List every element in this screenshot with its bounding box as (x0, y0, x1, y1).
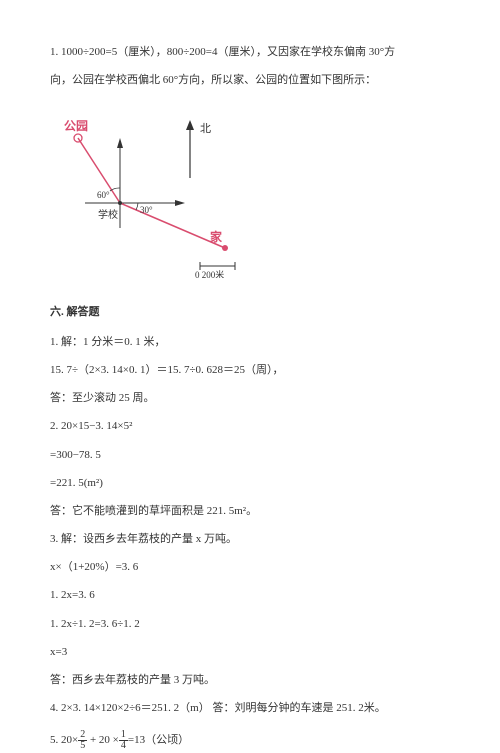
q1-line2: 15. 7÷（2×3. 14×0. 1）＝15. 7÷0. 628＝25（周）， (50, 358, 450, 382)
frac2-num: 1 (119, 730, 128, 741)
home-label: 家 (210, 229, 223, 244)
school-marker (118, 201, 122, 205)
angle30-label: 30° (140, 205, 153, 215)
q5-line: 5. 20×25 + 20 ×14=13（公顷） (50, 728, 450, 752)
q3-line6: 答：西乡去年荔枝的产量 3 万吨。 (50, 668, 450, 692)
q2-line1: 2. 20×15−3. 14×5² (50, 414, 450, 438)
frac1-den: 5 (78, 741, 87, 751)
position-diagram: 北 公园 家 60° 30° 学校 0 200米 (60, 108, 450, 287)
intro-line-2: 向，公园在学校西偏北 60°方向，所以家、公园的位置如下图所示： (50, 68, 450, 92)
horizontal-arrowhead (175, 200, 185, 206)
q3-line4: 1. 2x÷1. 2=3. 6÷1. 2 (50, 612, 450, 636)
q2-line2: =300−78. 5 (50, 443, 450, 467)
q2-line3: =221. 5(m²) (50, 471, 450, 495)
north-arrowhead (186, 120, 194, 130)
q2-line4: 答：它不能喷灌到的草坪面积是 221. 5m²。 (50, 499, 450, 523)
diagram-svg: 北 公园 家 60° 30° 学校 0 200米 (60, 108, 280, 278)
q3-line3: 1. 2x=3. 6 (50, 583, 450, 607)
q5-tail: =13（公顷） (128, 734, 189, 746)
north-label: 北 (200, 122, 211, 135)
frac2-den: 4 (119, 741, 128, 751)
q1-line3: 答：至少滚动 25 周。 (50, 386, 450, 410)
intro-line-1: 1. 1000÷200=5（厘米），800÷200=4（厘米），又因家在学校东偏… (50, 40, 450, 64)
angle60-label: 60° (97, 190, 110, 200)
park-label: 公园 (64, 119, 88, 133)
q5-mid: + 20 × (87, 734, 119, 746)
frac2: 14 (119, 730, 128, 751)
section-6-title: 六. 解答题 (50, 300, 450, 324)
frac1: 25 (78, 730, 87, 751)
scale-label: 0 200米 (195, 269, 224, 278)
q3-line1: 3. 解：设西乡去年荔枝的产量 x 万吨。 (50, 527, 450, 551)
q3-line5: x=3 (50, 640, 450, 664)
q5-prefix: 5. (50, 734, 61, 746)
q4-line1: 4. 2×3. 14×120×2÷6＝251. 2（m） 答：刘明每分钟的车速是… (50, 696, 450, 720)
frac1-num: 2 (78, 730, 87, 741)
home-marker (222, 245, 228, 251)
q3-line2: x×（1+20%）=3. 6 (50, 555, 450, 579)
q5-expr-a: 20× (61, 734, 78, 746)
school-label: 学校 (98, 208, 118, 221)
q1-line1: 1. 解：1 分米＝0. 1 米， (50, 330, 450, 354)
angle30-arc (136, 203, 138, 210)
vertical-arrowhead (117, 138, 123, 148)
